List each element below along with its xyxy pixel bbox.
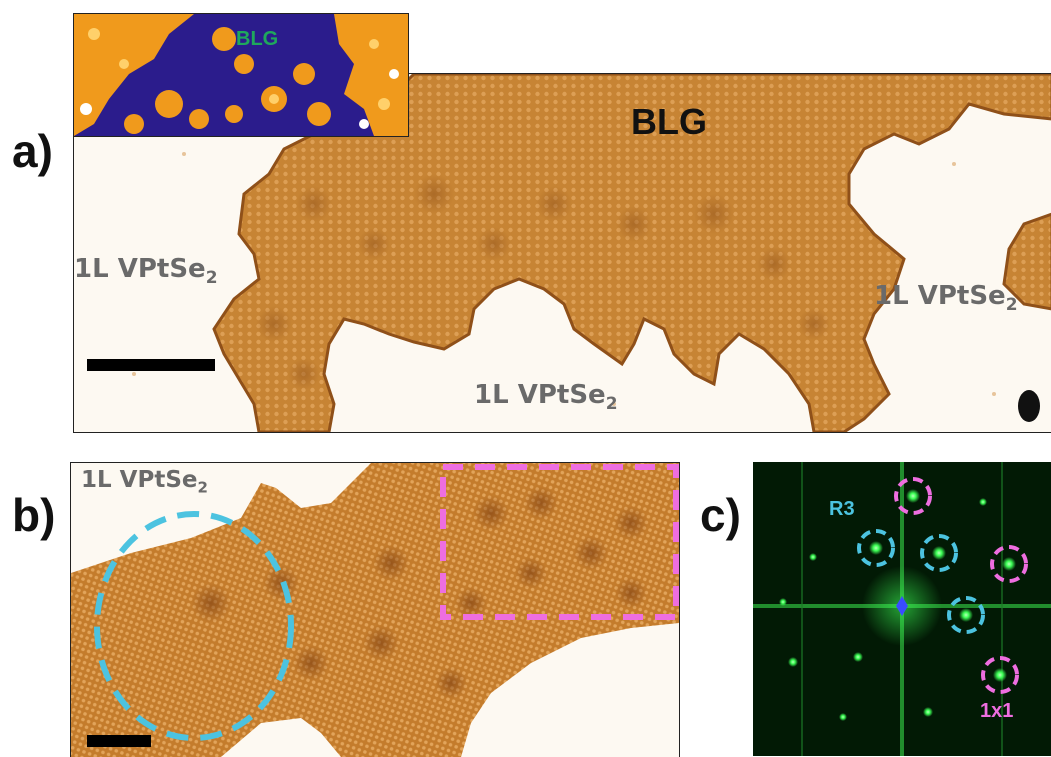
region-label-1l-vptse2-bottom: 1L VPtSe2	[474, 380, 618, 415]
blg-region	[212, 74, 1051, 432]
panel-a-stm-image: 1L VPtSe2 1L VPtSe2 1L VPtSe2 BLG	[73, 73, 1051, 433]
region-label-1l-vptse2-right: 1L VPtSe2	[874, 281, 1018, 316]
1x1-spot-circle	[981, 656, 1019, 694]
r3-spot-circle	[857, 529, 895, 567]
panel-b-letter: b)	[12, 489, 56, 541]
1x1-spot-circle	[990, 545, 1028, 583]
fft-center-peak	[896, 596, 908, 616]
region-label-1l-vptse2-left: 1L VPtSe2	[74, 254, 218, 289]
panel-a-letter: a)	[12, 125, 53, 177]
region-label-blg: BLG	[631, 101, 707, 142]
1x1-spot-circle	[894, 477, 932, 515]
panel-a-topography	[132, 74, 1051, 432]
panel-a-scale-bar	[87, 359, 215, 371]
panel-c-letter: c)	[700, 489, 741, 541]
panel-c-fft-image: R3 1x1	[753, 462, 1051, 756]
inset-topography	[74, 14, 408, 136]
fft-label-1x1: 1x1	[980, 700, 1014, 722]
r3-domain-circle	[94, 511, 294, 741]
r3-spot-circle	[947, 596, 985, 634]
panel-a-inset-image: BLG	[73, 13, 409, 137]
fft-pattern	[753, 462, 1051, 756]
panel-b-scale-bar	[87, 735, 151, 747]
fft-label-r3: R3	[829, 498, 855, 520]
panel-b-stm-image: 1L VPtSe2	[70, 462, 680, 757]
inset-label-blg: BLG	[236, 28, 279, 50]
vptse2-island	[71, 463, 679, 757]
panel-b-topography	[71, 463, 679, 757]
r3-spot-circle	[920, 534, 958, 572]
region-label-1l-vptse2: 1L VPtSe2	[81, 467, 208, 497]
1x1-domain-box	[440, 464, 679, 620]
